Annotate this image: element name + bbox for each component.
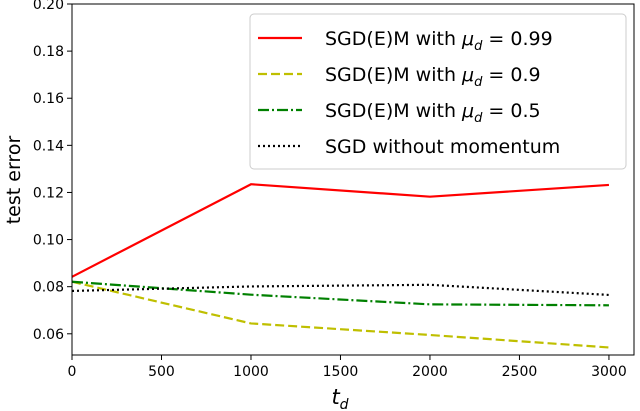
series-line-2: [71, 280, 609, 307]
legend-box: [249, 13, 627, 170]
x-tick-label: 0: [68, 364, 77, 380]
y-tick-label: 0.16: [33, 91, 64, 107]
x-tick-label: 1500: [323, 364, 359, 380]
legend-label-2: SGD(E)M with μd = 0.5: [325, 100, 541, 126]
y-tick-label: 0.06: [33, 327, 64, 343]
legend-label-0: SGD(E)M with μd = 0.99: [325, 28, 553, 54]
y-tick-label: 0.20: [33, 0, 64, 13]
series-line-1: [71, 280, 610, 349]
y-axis-label: test error: [3, 136, 25, 225]
legend-label-1: SGD(E)M with μd = 0.9: [325, 64, 541, 90]
x-tick-label: 1000: [233, 364, 269, 380]
legend-label-3: SGD without momentum: [325, 136, 560, 158]
x-tick-label: 3000: [591, 364, 627, 380]
legend: SGD(E)M with μd = 0.99 SGD(E)M with μd = …: [249, 13, 627, 170]
x-axis-label: td: [331, 385, 348, 411]
series-line-0: [71, 183, 610, 278]
plot-frame: [71, 3, 635, 356]
x-tick-label: 500: [148, 364, 175, 380]
y-tick-label: 0.14: [33, 138, 64, 154]
x-tick-label: 2000: [412, 364, 448, 380]
y-tick-label: 0.08: [33, 280, 64, 296]
x-tick-label: 2500: [502, 364, 538, 380]
y-tick-label: 0.10: [33, 233, 64, 249]
y-tick-label: 0.12: [33, 185, 64, 201]
y-tick-label: 0.18: [33, 44, 64, 60]
series-line-3: [71, 283, 610, 297]
